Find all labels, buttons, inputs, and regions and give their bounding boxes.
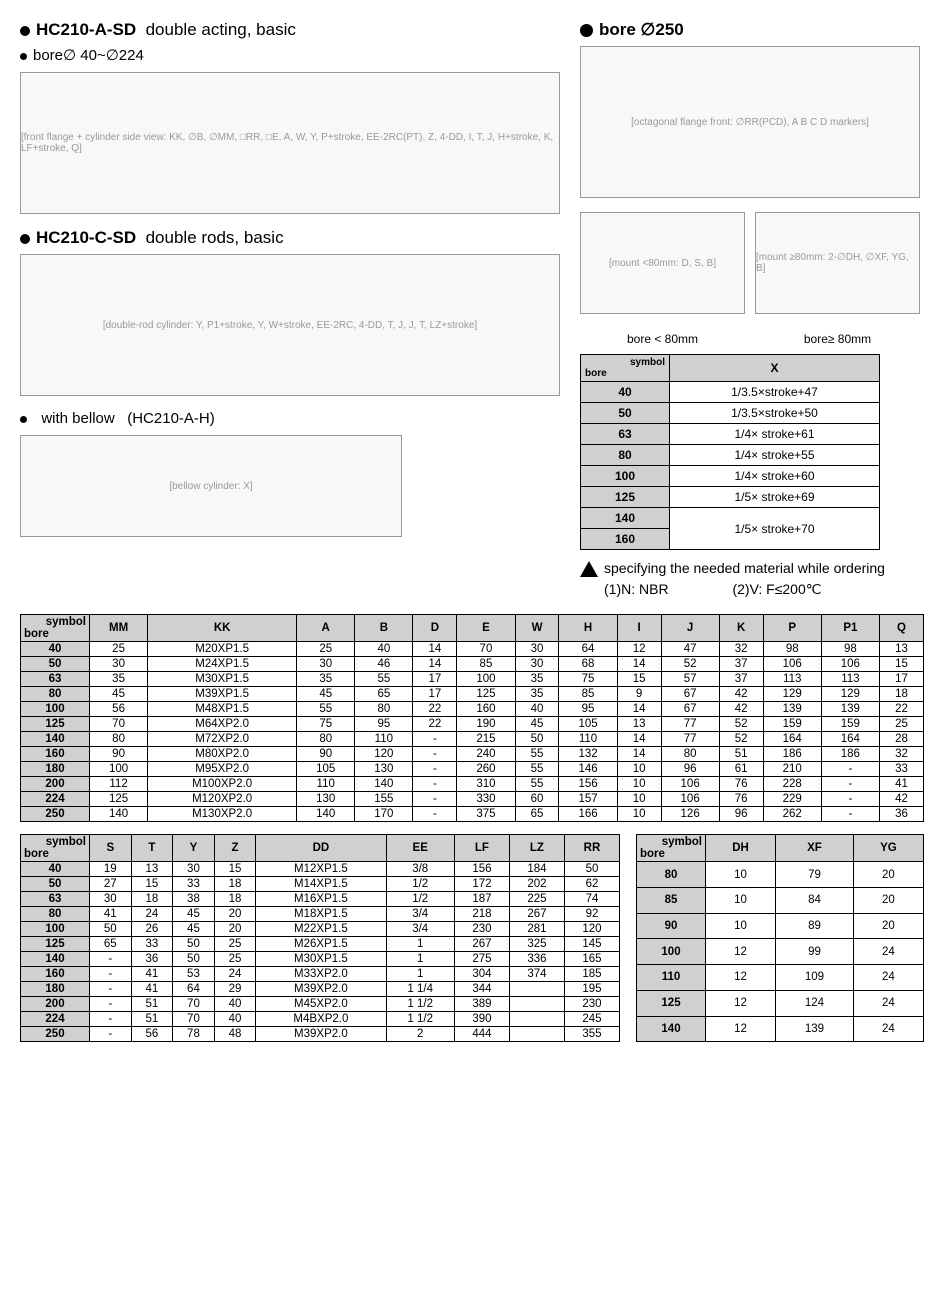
sec2-title: HC210-C-SD bbox=[36, 228, 136, 247]
x-col-header: X bbox=[670, 355, 880, 382]
note-n2: (2)V: F≤200℃ bbox=[732, 581, 821, 598]
bore-range-text: bore∅ 40~∅224 bbox=[33, 47, 144, 64]
third-dimension-table: symbolboreDHXFYG 80107920851084209010892… bbox=[636, 834, 924, 1042]
secondary-dimension-table: symbolboreSTYZDDEELFLZRR 4019133015M12XP… bbox=[20, 834, 620, 1042]
section1-heading: HC210-A-SD double acting, basic bbox=[20, 20, 560, 40]
section2-heading: HC210-C-SD double rods, basic bbox=[20, 228, 560, 248]
diagram-label: [mount ≥80mm: 2-∅DH, ∅XF, YG, B] bbox=[756, 252, 919, 274]
diagram-label: [mount <80mm: D, S, B] bbox=[609, 258, 716, 269]
sec1-title: HC210-A-SD bbox=[36, 20, 136, 39]
sec1-subtitle: double acting, basic bbox=[146, 20, 296, 39]
warning-icon bbox=[580, 561, 598, 577]
bore-ge-label: bore≥ 80mm bbox=[755, 332, 920, 346]
bullet-icon bbox=[20, 234, 30, 244]
diagram-mount-ge80: [mount ≥80mm: 2-∅DH, ∅XF, YG, B] bbox=[755, 212, 920, 314]
diagram-label: [front flange + cylinder side view: KK, … bbox=[21, 132, 559, 154]
diagram-label: [double-rod cylinder: Y, P1+stroke, Y, W… bbox=[103, 320, 477, 331]
bellow-code: (HC210-A-H) bbox=[127, 410, 215, 427]
bullet-icon bbox=[20, 26, 30, 36]
bore-lt-label: bore < 80mm bbox=[580, 332, 745, 346]
x-table-corner: symbolbore bbox=[581, 355, 670, 382]
sec1-bore: bore∅ 40~∅224 bbox=[20, 46, 560, 64]
diagram-mount-lt80: [mount <80mm: D, S, B] bbox=[580, 212, 745, 314]
bullet-icon bbox=[580, 24, 593, 37]
note-text: specifying the needed material while ord… bbox=[604, 560, 885, 576]
bullet-icon bbox=[20, 416, 27, 423]
diagram-bore250-flange: [octagonal flange front: ∅RR(PCD), A B C… bbox=[580, 46, 920, 198]
sec2-subtitle: double rods, basic bbox=[146, 228, 284, 247]
bellow-text: with bellow bbox=[41, 410, 114, 427]
diagram-hc210-a-sd: [front flange + cylinder side view: KK, … bbox=[20, 72, 560, 214]
x-formula-table: symbolboreX 401/3.5×stroke+47501/3.5×str… bbox=[580, 354, 880, 550]
bore250-text: bore ∅250 bbox=[599, 20, 684, 39]
right-heading: bore ∅250 bbox=[580, 20, 920, 40]
main-dimension-table: symbolboreMMKKABDEWHIJKPP1Q 4025M20XP1.5… bbox=[20, 614, 924, 822]
diagram-bellow: [bellow cylinder: X] bbox=[20, 435, 402, 537]
diagram-label: [octagonal flange front: ∅RR(PCD), A B C… bbox=[631, 117, 869, 128]
diagram-label: [bellow cylinder: X] bbox=[169, 481, 252, 492]
note-n1: (1)N: NBR bbox=[604, 581, 669, 597]
material-note: specifying the needed material while ord… bbox=[580, 560, 920, 598]
bullet-icon bbox=[20, 53, 27, 60]
section3-heading: with bellow (HC210-A-H) bbox=[20, 410, 560, 427]
diagram-hc210-c-sd: [double-rod cylinder: Y, P1+stroke, Y, W… bbox=[20, 254, 560, 396]
